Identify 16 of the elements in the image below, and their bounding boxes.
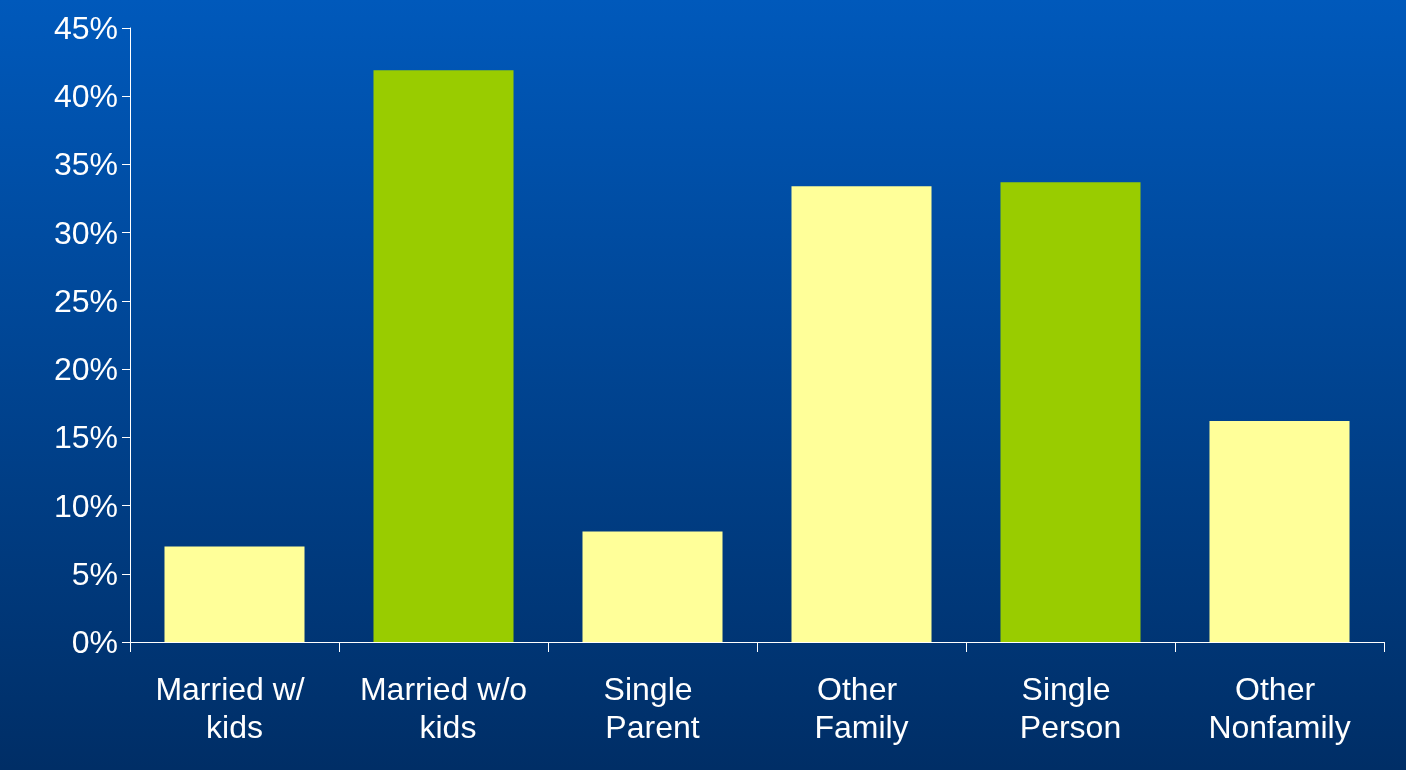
x-tick-label: Other Family (814, 671, 909, 745)
y-tick-label: 45% (53, 10, 118, 46)
y-tick-label: 30% (53, 214, 118, 251)
y-tick-label: 25% (53, 282, 118, 319)
x-tick-label: Single Parent (603, 671, 702, 745)
x-tick-label: Other Nonfamily (1208, 671, 1351, 745)
x-tick-label: Married w/o kids (359, 671, 528, 745)
y-tick-label: 0% (71, 624, 118, 660)
y-tick-label: 40% (53, 78, 118, 115)
y-tick-label: 20% (53, 351, 118, 388)
y-tick-label: 5% (71, 555, 118, 592)
y-tick-label: 10% (53, 487, 118, 524)
y-tick-label: 35% (53, 146, 118, 183)
x-tick-label: Single Person (1019, 671, 1122, 745)
y-tick-label: 15% (53, 419, 118, 456)
x-tick-label: Married w/ kids (155, 671, 314, 745)
